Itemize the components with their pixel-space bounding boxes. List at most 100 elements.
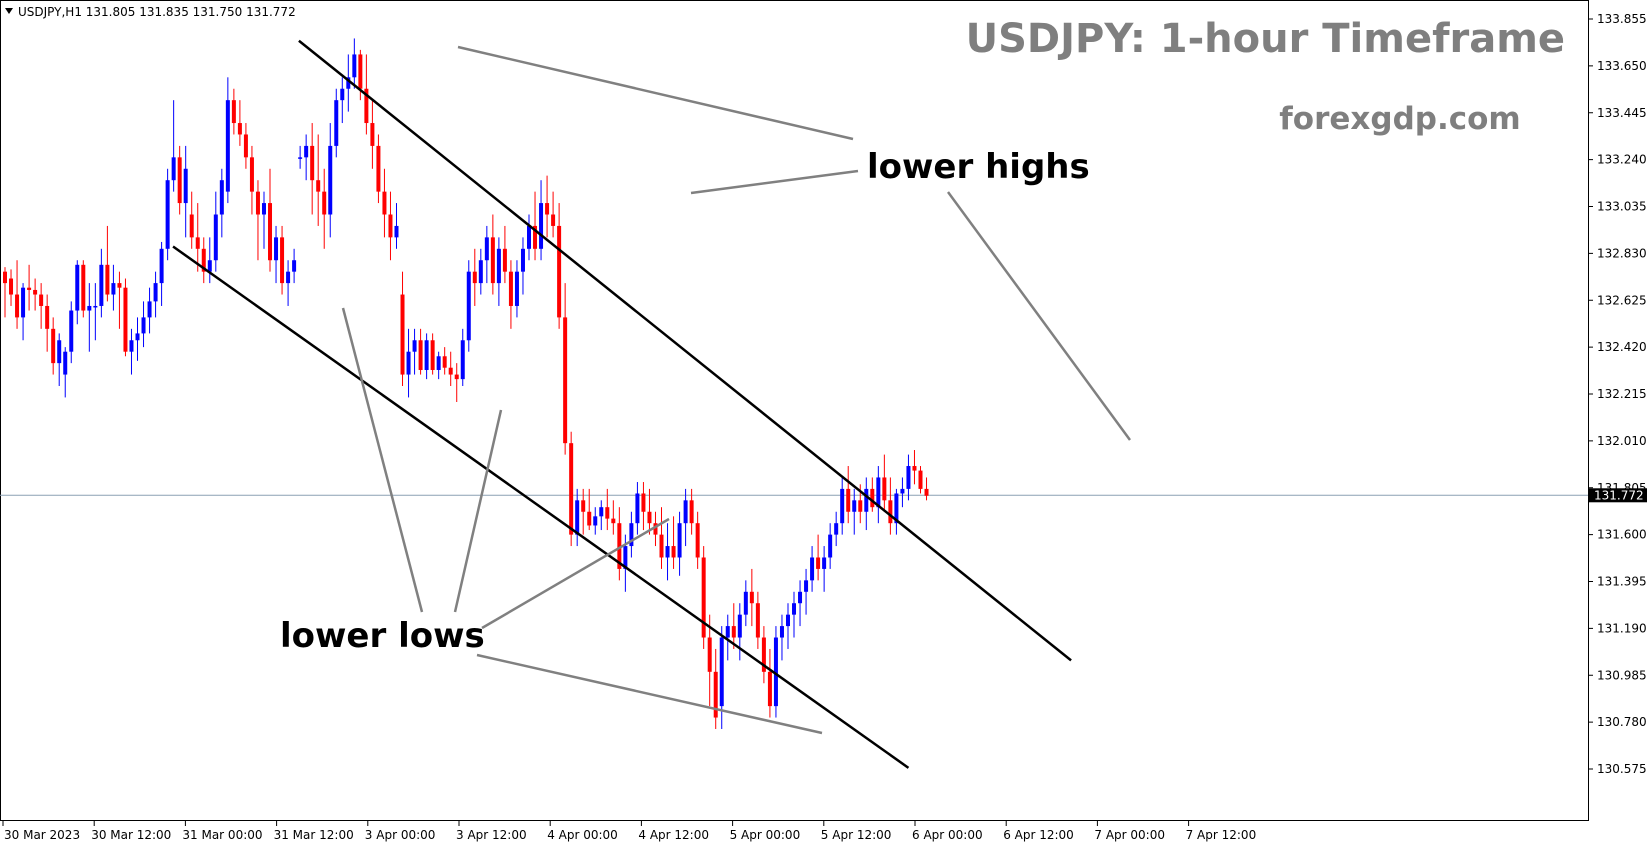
candle [792, 591, 797, 638]
candle-body [183, 168, 188, 204]
candle [153, 271, 158, 318]
price-tick-label: 133.240 [1597, 153, 1647, 167]
candle-body [731, 626, 736, 638]
candle-body [858, 500, 863, 512]
candle-body [828, 534, 833, 558]
time-tick-label: 30 Mar 2023 [4, 828, 80, 842]
candle-body [316, 180, 321, 192]
candle-body [93, 305, 98, 308]
candle-body [683, 500, 688, 524]
candle [219, 168, 224, 238]
candle [231, 88, 236, 135]
candle-body [430, 340, 435, 370]
candle-body [286, 271, 291, 284]
candle-body [605, 507, 610, 519]
time-axis: 30 Mar 2023 30 Mar 12:00 31 Mar 00:00 31 Ma… [2, 821, 1256, 842]
candle-body [520, 248, 525, 272]
chart-menu-triangle-icon[interactable] [5, 8, 13, 14]
current-price-label: 131.772 [1594, 488, 1644, 502]
candle-body [496, 248, 501, 284]
candle [882, 454, 887, 512]
candle-body [557, 225, 562, 318]
chart-header-ohlc: USDJPY,H1 131.805 131.835 131.750 131.77… [18, 5, 296, 19]
candle-body [581, 500, 586, 512]
candle [828, 523, 833, 569]
time-tick-label: 4 Apr 12:00 [638, 828, 709, 842]
candle-body [840, 488, 845, 524]
candle [171, 100, 176, 192]
candle-body [3, 271, 7, 284]
candle-body [617, 523, 622, 569]
lower-trendline[interactable] [172, 245, 910, 769]
candle [557, 203, 562, 329]
candle-body [894, 493, 899, 524]
candle-body [57, 340, 62, 364]
candle [683, 488, 688, 547]
candle [316, 134, 321, 226]
candle [57, 333, 62, 386]
candle [63, 347, 68, 398]
candle [358, 49, 363, 101]
candle [563, 283, 568, 455]
time-tick-label: 3 Apr 12:00 [456, 828, 527, 842]
candle-body [665, 546, 670, 558]
candle [382, 168, 387, 238]
candle-body [635, 493, 640, 524]
candle-body [69, 310, 74, 352]
candle [731, 603, 736, 649]
candle [581, 488, 586, 535]
candle-body [33, 289, 38, 295]
price-tick-label: 131.600 [1597, 528, 1647, 542]
current-price-label-bg [1589, 488, 1647, 503]
candle [665, 523, 670, 581]
upper-trendline[interactable] [298, 39, 1072, 662]
candle [551, 191, 556, 238]
candle [135, 317, 140, 361]
candle-body [39, 294, 44, 306]
candle [900, 477, 905, 508]
candle-body [593, 516, 598, 526]
candle-body [527, 225, 532, 249]
candle [261, 191, 266, 249]
pointer-lows-2 [453, 409, 503, 613]
candle [207, 237, 212, 284]
candle-body [358, 54, 363, 89]
candle-body [599, 507, 604, 517]
candle-body [105, 264, 110, 295]
price-tick-label: 133.035 [1597, 200, 1647, 214]
candle [701, 546, 706, 649]
candle [798, 580, 803, 627]
candle-body [924, 488, 929, 496]
candle-body [298, 157, 303, 159]
candle-body [177, 157, 182, 204]
candle-body [424, 340, 429, 370]
candle [864, 477, 869, 531]
candle [189, 191, 194, 249]
candle [400, 271, 405, 386]
candle [924, 477, 929, 501]
candle-body [810, 557, 815, 581]
candle [810, 546, 815, 592]
candle [725, 614, 730, 661]
candle-body [852, 500, 857, 512]
candle [436, 351, 441, 380]
candle-body [201, 248, 206, 272]
candle [496, 237, 501, 306]
candle-body [719, 637, 724, 707]
candle [412, 328, 417, 375]
candle-body [798, 591, 803, 604]
time-tick-label: 5 Apr 12:00 [821, 828, 892, 842]
candle [653, 511, 658, 547]
candle-body [822, 557, 827, 569]
candle-body [713, 671, 718, 718]
candle-body [195, 237, 200, 249]
candle [442, 347, 447, 375]
candle-body [864, 488, 869, 512]
candle-body [563, 317, 568, 444]
candle [870, 477, 875, 512]
candle-body [334, 100, 339, 146]
candle [605, 488, 610, 531]
candle [659, 507, 664, 569]
candle [237, 100, 242, 146]
